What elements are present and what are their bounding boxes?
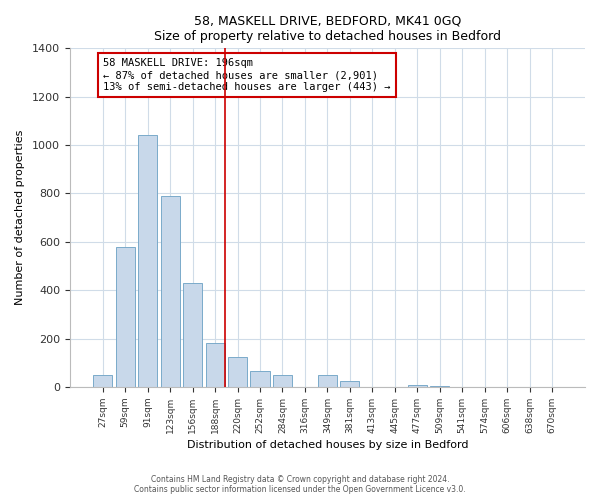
Bar [430, 386, 449, 387]
Bar [138, 136, 157, 387]
Bar [340, 381, 359, 387]
Bar [250, 371, 269, 387]
Bar [116, 247, 135, 387]
Bar [273, 375, 292, 387]
Text: 58 MASKELL DRIVE: 196sqm
← 87% of detached houses are smaller (2,901)
13% of sem: 58 MASKELL DRIVE: 196sqm ← 87% of detach… [103, 58, 391, 92]
Text: Contains HM Land Registry data © Crown copyright and database right 2024.
Contai: Contains HM Land Registry data © Crown c… [134, 474, 466, 494]
Bar [161, 196, 179, 387]
X-axis label: Distribution of detached houses by size in Bedford: Distribution of detached houses by size … [187, 440, 468, 450]
Bar [206, 344, 224, 387]
Y-axis label: Number of detached properties: Number of detached properties [15, 130, 25, 306]
Bar [408, 384, 427, 387]
Bar [228, 356, 247, 387]
Bar [318, 376, 337, 387]
Bar [93, 375, 112, 387]
Title: 58, MASKELL DRIVE, BEDFORD, MK41 0GQ
Size of property relative to detached house: 58, MASKELL DRIVE, BEDFORD, MK41 0GQ Siz… [154, 15, 501, 43]
Bar [183, 283, 202, 387]
